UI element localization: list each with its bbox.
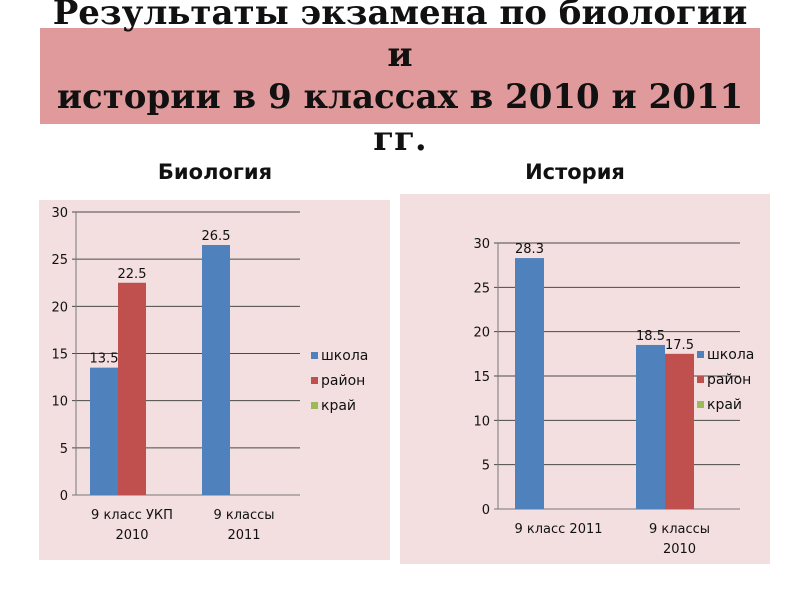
bar-район xyxy=(118,282,146,495)
x-category-label: 2011 xyxy=(227,528,260,543)
y-tick-label: 25 xyxy=(51,253,68,268)
data-label: 13.5 xyxy=(90,352,119,367)
legend-label: школа xyxy=(707,347,754,363)
y-tick-label: 20 xyxy=(51,300,68,315)
bar-школа xyxy=(202,245,230,495)
y-tick-label: 5 xyxy=(60,442,68,457)
title-banner: Результаты экзамена по биологии и истори… xyxy=(40,0,760,159)
x-category-label: 9 классы xyxy=(213,508,274,523)
bar-район xyxy=(665,353,694,509)
bar-школа xyxy=(636,344,665,509)
data-label: 22.5 xyxy=(118,267,147,282)
chart-title-history: История xyxy=(525,160,625,184)
legend-swatch xyxy=(697,401,704,408)
y-tick-label: 20 xyxy=(473,326,490,341)
chart-title-biology: Биология xyxy=(157,160,273,184)
y-tick-label: 10 xyxy=(51,395,68,410)
bar-школа xyxy=(90,367,118,495)
y-tick-label: 10 xyxy=(473,414,490,429)
legend-label: школа xyxy=(321,348,368,364)
history-chart: 0 5 10 15 20 25 30 28.3 18.517.5 9 класс 2011 9 кл… xyxy=(473,237,754,557)
y-tick-label: 0 xyxy=(482,503,490,518)
legend-label: район xyxy=(321,373,365,389)
x-category-label: 2010 xyxy=(663,542,696,557)
x-category-label: 2010 xyxy=(115,528,148,543)
biology-chart-panel: 0 5 10 15 20 25 30 13.5 26.5 22.5 9 класс УКП 2010 9… xyxy=(39,200,390,560)
y-tick-label: 30 xyxy=(473,237,490,252)
legend-swatch xyxy=(311,352,318,359)
title-line-2: истории в 9 классах в 2010 и 2011 гг. xyxy=(56,77,744,159)
legend-label: край xyxy=(707,397,742,413)
y-tick-label: 15 xyxy=(51,348,68,363)
legend-swatch xyxy=(311,377,318,384)
x-category-label: 9 класс 2011 xyxy=(514,522,602,537)
y-tick-label: 5 xyxy=(482,459,490,474)
data-label: 17.5 xyxy=(665,338,694,353)
x-category-label: 9 классы xyxy=(649,522,710,537)
y-tick-label: 15 xyxy=(473,370,490,385)
bar-школа xyxy=(515,258,544,509)
data-label: 18.5 xyxy=(636,329,665,344)
y-tick-label: 0 xyxy=(60,489,68,504)
legend-label: район xyxy=(707,372,751,388)
legend-swatch xyxy=(311,402,318,409)
x-category-label: 9 класс УКП xyxy=(91,508,173,523)
history-chart-panel: 0 5 10 15 20 25 30 28.3 18.5 17.5 9 класс 2011 9 кл… xyxy=(400,194,770,564)
y-tick-label: 30 xyxy=(51,206,68,221)
page-title: Результаты экзамена по биологии и истори… xyxy=(40,0,760,160)
y-tick-label: 25 xyxy=(473,281,490,296)
legend-label: край xyxy=(321,398,356,414)
data-label: 28.3 xyxy=(515,242,544,257)
legend-swatch xyxy=(697,351,704,358)
legend-swatch xyxy=(697,376,704,383)
title-line-1: Результаты экзамена по биологии и xyxy=(52,0,748,75)
biology-chart: 0 5 10 15 20 25 30 13.5 26.5 22.5 9 класс УКП 2010 9… xyxy=(51,206,368,543)
data-label: 26.5 xyxy=(202,229,231,244)
